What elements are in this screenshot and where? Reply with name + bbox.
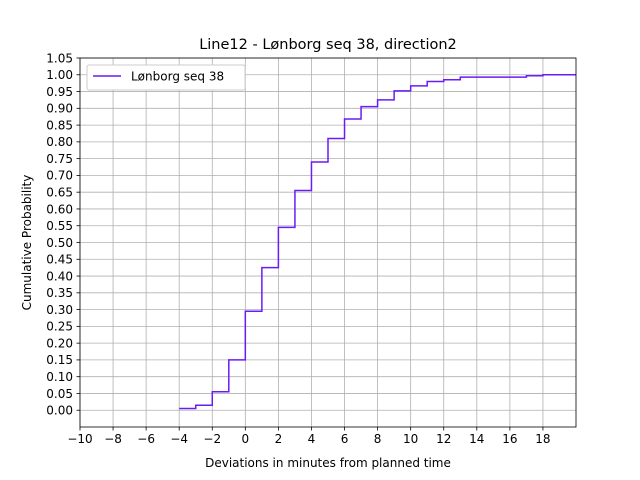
y-tick-label: 0.55 bbox=[46, 219, 73, 233]
y-tick-label: 0.45 bbox=[46, 253, 73, 267]
legend-label: Lønborg seq 38 bbox=[131, 70, 224, 84]
x-tick-label: 10 bbox=[403, 432, 418, 446]
y-tick-label: 1.00 bbox=[46, 68, 73, 82]
y-tick-label: 0.80 bbox=[46, 135, 73, 149]
legend-box bbox=[86, 64, 246, 91]
y-tick-label: 0.90 bbox=[46, 102, 73, 116]
x-tick-label: −8 bbox=[104, 432, 122, 446]
y-axis-label: Cumulative Probability bbox=[20, 175, 34, 311]
series-layer bbox=[179, 74, 576, 410]
y-tick-label: 0.50 bbox=[46, 236, 73, 250]
y-tick-label: 0.30 bbox=[46, 303, 73, 317]
y-tick-label: 0.40 bbox=[46, 269, 73, 283]
y-tick-label: 0.05 bbox=[46, 387, 73, 401]
x-tick-label: 12 bbox=[436, 432, 451, 446]
x-axis-label: Deviations in minutes from planned time bbox=[205, 456, 451, 470]
y-tick-label: 0.10 bbox=[46, 370, 73, 384]
y-tick-label: 0.85 bbox=[46, 118, 73, 132]
y-tick-label: 0.00 bbox=[46, 404, 73, 418]
x-tick-label: −4 bbox=[170, 432, 188, 446]
chart-title: Line12 - Lønborg seq 38, direction2 bbox=[199, 37, 457, 53]
legend: Lønborg seq 38 bbox=[86, 64, 246, 91]
x-tick-label: 8 bbox=[374, 432, 382, 446]
y-axis-ticks: 0.00 0.05 0.10 0.15 0.20 0.25 0.30 0.35 0.40 0.45… bbox=[46, 51, 80, 418]
grid bbox=[79, 57, 576, 427]
x-tick-label: 4 bbox=[308, 432, 316, 446]
y-tick-label: 0.25 bbox=[46, 320, 73, 334]
x-tick-label: 14 bbox=[469, 432, 484, 446]
x-axis-ticks: −10 −8 −6 −4 −2 0 2 4 6 8 10 12 14 16 18 bbox=[67, 427, 551, 446]
x-tick-label: 16 bbox=[502, 432, 517, 446]
x-tick-label: −10 bbox=[67, 432, 92, 446]
x-tick-label: 18 bbox=[535, 432, 550, 446]
y-tick-label: 0.35 bbox=[46, 286, 73, 300]
x-tick-label: 2 bbox=[275, 432, 283, 446]
x-tick-label: 0 bbox=[242, 432, 250, 446]
y-tick-label: 1.05 bbox=[46, 51, 73, 65]
y-tick-label: 0.60 bbox=[46, 202, 73, 216]
series-line-step bbox=[179, 74, 576, 410]
y-tick-label: 0.75 bbox=[46, 152, 73, 166]
y-tick-label: 0.95 bbox=[46, 85, 73, 99]
y-tick-label: 0.70 bbox=[46, 169, 73, 183]
x-tick-label: −2 bbox=[203, 432, 221, 446]
y-tick-label: 0.15 bbox=[46, 353, 73, 367]
y-tick-label: 0.65 bbox=[46, 185, 73, 199]
y-tick-label: 0.20 bbox=[46, 336, 73, 350]
x-tick-label: 6 bbox=[341, 432, 349, 446]
x-tick-label: −6 bbox=[137, 432, 155, 446]
